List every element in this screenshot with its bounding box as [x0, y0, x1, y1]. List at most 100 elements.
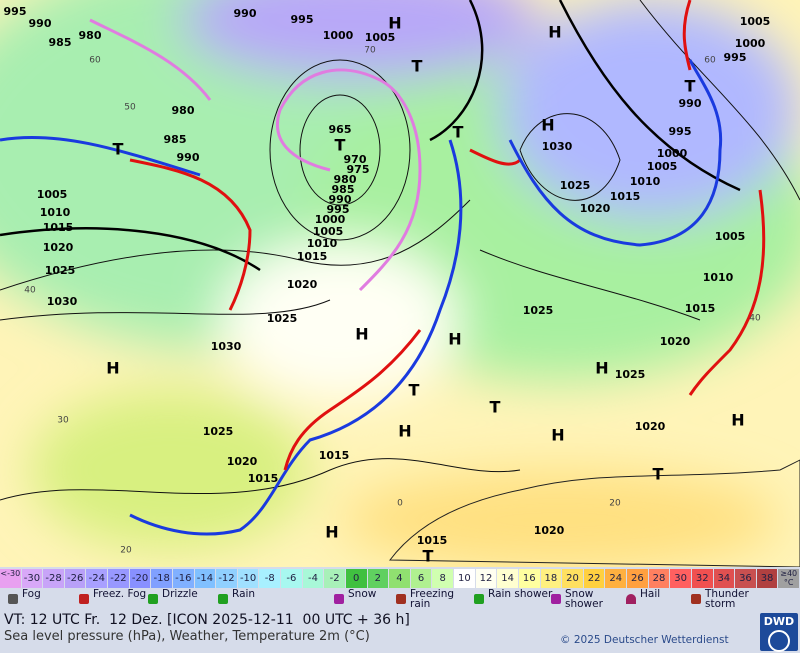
legend-icon [551, 594, 561, 604]
legend-label: Rain [232, 588, 256, 600]
pressure-center: H [541, 116, 554, 135]
isobar-label: 990 [177, 151, 200, 164]
scale-cell: -14 [194, 569, 216, 588]
pressure-center: H [595, 359, 608, 378]
pressure-center: T [453, 123, 464, 142]
legend-label: Rain shower [488, 588, 553, 600]
scale-cell: 18 [540, 569, 562, 588]
pressure-center: H [388, 14, 401, 33]
legend-panel: VT: 12 UTC Fr. 12 Dez. [ICON 2025-12-11 … [0, 567, 800, 653]
legend-label: Freezing rain [410, 588, 455, 610]
isobar-label: 1020 [660, 335, 691, 348]
scale-cell: -28 [43, 569, 64, 588]
legend-label: Hail [640, 588, 661, 600]
scale-cell: 2 [367, 569, 389, 588]
scale-cell: 16 [518, 569, 540, 588]
legend-label: Snow [348, 588, 377, 600]
temperature-label: 40 [749, 314, 761, 324]
isobar-label: 1020 [534, 524, 565, 537]
isobar-label: 990 [234, 7, 257, 20]
scale-cell: 6 [410, 569, 432, 588]
temperature-label: 30 [57, 416, 69, 426]
scale-cell: -22 [108, 569, 129, 588]
scale-cell: 26 [627, 569, 648, 588]
isobar-label: 1015 [417, 534, 448, 547]
pressure-center: T [409, 381, 420, 400]
isobar-label: 1025 [45, 264, 76, 277]
scale-cell: 24 [605, 569, 626, 588]
temperature-label: 60 [89, 56, 101, 66]
isobar-label: 990 [679, 97, 702, 110]
main-isobars [0, 0, 741, 272]
isobar-label: 985 [332, 183, 355, 196]
scale-cell: -8 [259, 569, 281, 588]
isobar-label: 1015 [43, 221, 74, 234]
scale-cell: 36 [735, 569, 756, 588]
pressure-center: H [548, 23, 561, 42]
isobar-label: 1015 [685, 302, 716, 315]
pressure-center: T [653, 465, 664, 484]
legend-icon [148, 594, 158, 604]
scale-cell: 8 [432, 569, 454, 588]
scale-cell: 14 [497, 569, 518, 588]
legend-label: Snow shower [565, 588, 603, 610]
scale-cell: 4 [389, 569, 410, 588]
legend-icon [691, 594, 701, 604]
isobar-label: 1010 [703, 271, 734, 284]
isobar-label: 985 [164, 133, 187, 146]
legend-label: Drizzle [162, 588, 198, 600]
isobar-label: 1020 [43, 241, 74, 254]
isobar-label: 995 [291, 13, 314, 26]
isobar-label: 1005 [647, 160, 678, 173]
pressure-center: H [731, 411, 744, 430]
isobar-label: 1005 [365, 31, 396, 44]
legend-icon [396, 594, 406, 604]
legend-label: Thunder storm [705, 588, 749, 610]
valid-time: VT: 12 UTC Fr. 12 Dez. [ICON 2025-12-11 … [4, 612, 410, 628]
logo-text: DWD [763, 615, 795, 628]
scale-cell: -4 [302, 569, 324, 588]
isobar-label: 1015 [319, 449, 350, 462]
scale-cell: 34 [713, 569, 735, 588]
isobar-label: 1030 [47, 295, 78, 308]
isobar-label: 1010 [630, 175, 661, 188]
isobar-label: 1025 [615, 368, 646, 381]
description: Sea level pressure (hPa), Weather, Tempe… [4, 629, 370, 644]
isobar-label: 1010 [307, 237, 338, 250]
pressure-center: T [113, 140, 124, 159]
pressure-center: H [551, 426, 564, 445]
temperature-label: 20 [609, 499, 621, 509]
pressure-center: T [490, 398, 501, 417]
isobar-label: 985 [49, 36, 72, 49]
pressure-center: T [423, 547, 434, 566]
scale-cell: 0 [345, 569, 367, 588]
scale-cell: 10 [454, 569, 475, 588]
scale-cell: 38 [756, 569, 778, 588]
isobar-label: 975 [347, 163, 370, 176]
isobar-label: 965 [329, 123, 352, 136]
legend-icon [334, 594, 344, 604]
scale-cell: 12 [475, 569, 497, 588]
pressure-center: T [685, 77, 696, 96]
isobar-label: 980 [172, 104, 195, 117]
isobar-label: 1005 [715, 230, 746, 243]
isobar-label: 1030 [542, 140, 573, 153]
isobar-label: 1015 [610, 190, 641, 203]
pressure-center: T [335, 136, 346, 155]
isobar-label: 995 [4, 5, 27, 18]
logo-icon [768, 630, 790, 652]
scale-cell: -2 [324, 569, 345, 588]
isobar-label: 995 [724, 51, 747, 64]
pressure-center: H [106, 359, 119, 378]
isobar-label: 995 [327, 203, 350, 216]
isobar-label: 1005 [37, 188, 68, 201]
isobar-label: 1015 [248, 472, 279, 485]
legend-icon [626, 594, 636, 604]
isobar-label: 1005 [313, 225, 344, 238]
scale-cell: -6 [281, 569, 302, 588]
temperature-label: 40 [24, 286, 36, 296]
temperature-label: 20 [120, 546, 132, 556]
isobar-label: 1025 [560, 179, 591, 192]
